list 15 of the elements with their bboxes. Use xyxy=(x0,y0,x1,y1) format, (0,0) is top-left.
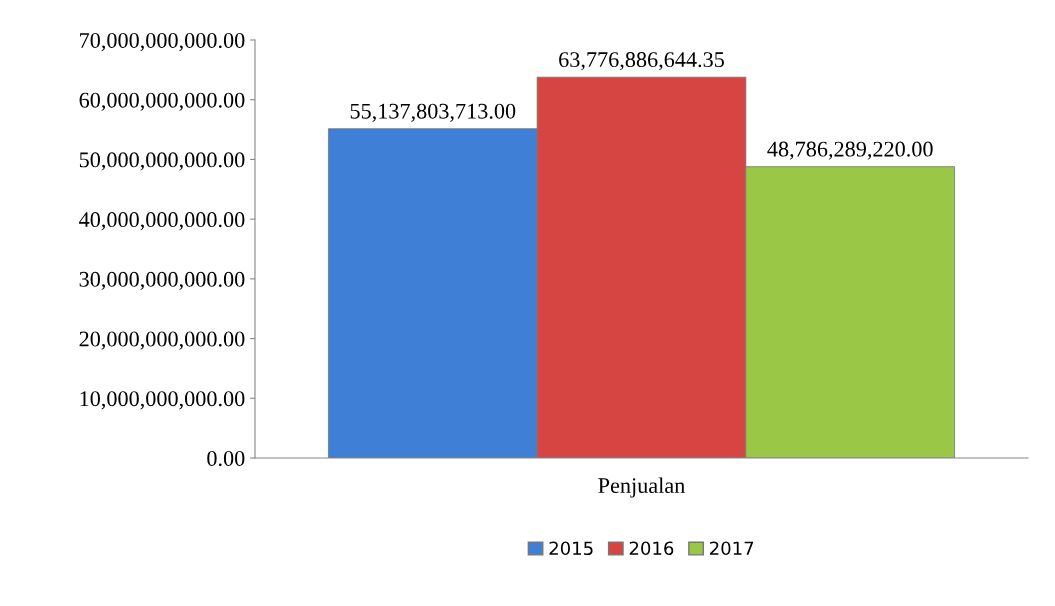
y-tick-label: 30,000,000,000.00 xyxy=(79,271,245,290)
y-tick-label: 50,000,000,000.00 xyxy=(79,152,245,171)
y-tick-label: 0.00 xyxy=(207,450,245,467)
legend-label: 2016 xyxy=(629,541,674,556)
y-tick-label: 10,000,000,000.00 xyxy=(80,391,245,410)
data-label: 55,137,803,713.00 xyxy=(350,103,516,122)
data-label: 48,786,289,220.00 xyxy=(767,141,933,160)
data-label: 63,776,886,644.35 xyxy=(559,52,724,71)
x-tick-label: Penjualan xyxy=(598,477,685,498)
legend-label: 2015 xyxy=(549,541,593,556)
y-tick-label: 20,000,000,000.00 xyxy=(79,331,245,350)
legend-label: 2017 xyxy=(710,541,754,556)
y-tick-label: 40,000,000,000.00 xyxy=(79,212,245,231)
y-tick-label: 60,000,000,000.00 xyxy=(79,92,245,111)
y-tick-label: 70,000,000,000.00 xyxy=(80,32,245,52)
